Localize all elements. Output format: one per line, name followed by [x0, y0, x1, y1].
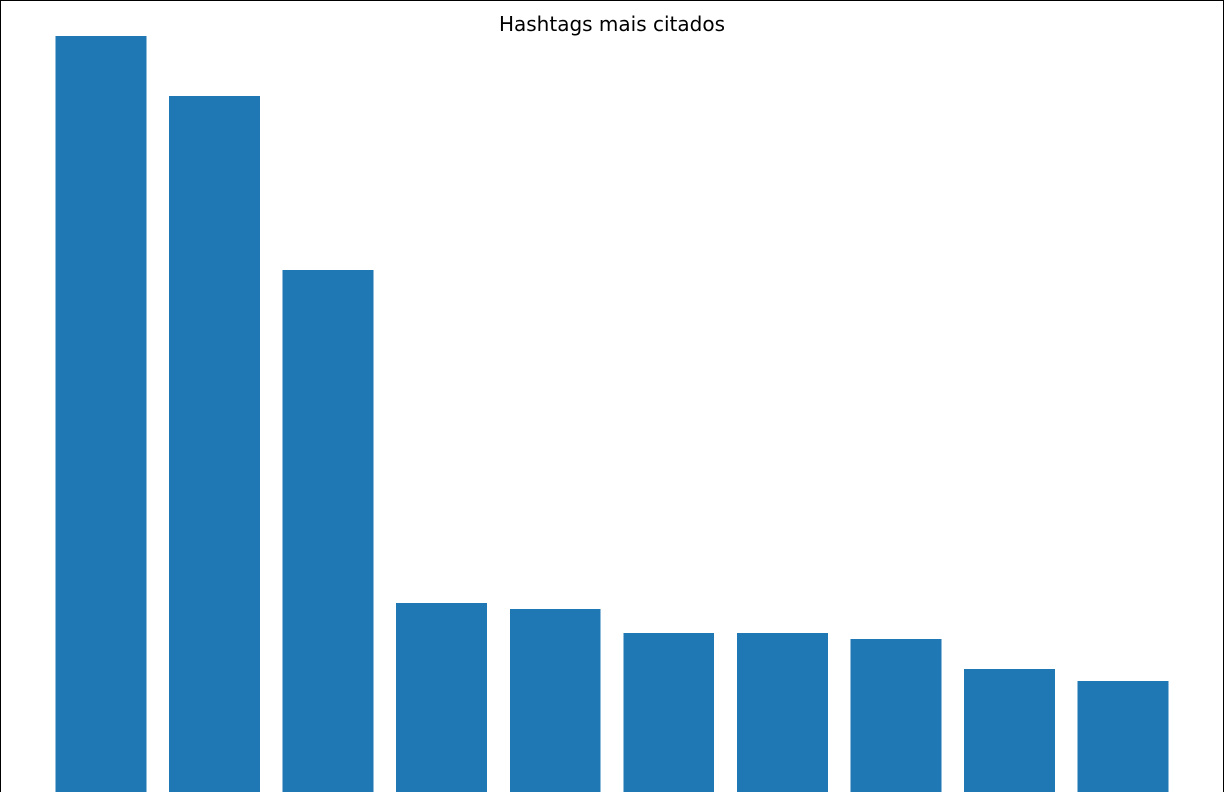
- bars-group: [55, 36, 1169, 792]
- bar-9: [964, 669, 1055, 792]
- bar-1: [55, 36, 147, 792]
- bar-6: [623, 633, 715, 792]
- chart-title: Hashtags mais citados: [499, 12, 725, 36]
- bar-2: [169, 96, 260, 792]
- bar-7: [736, 633, 828, 792]
- bar-4: [396, 603, 488, 792]
- bar-3: [282, 270, 374, 792]
- bar-5: [509, 609, 601, 792]
- bar-8: [850, 639, 942, 792]
- bar-10: [1077, 681, 1169, 792]
